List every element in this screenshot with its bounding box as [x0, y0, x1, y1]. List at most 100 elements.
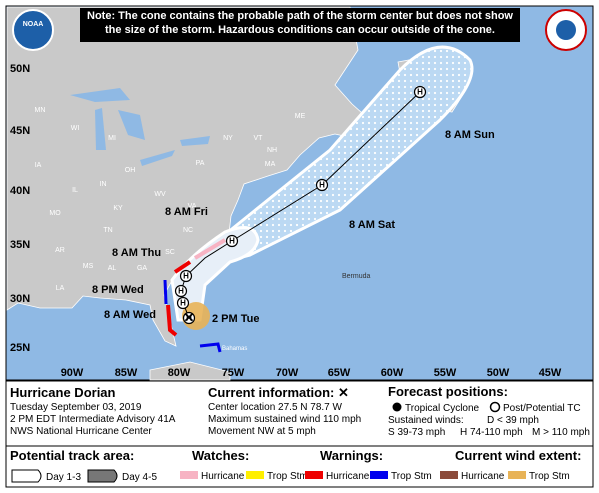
note-container: Note: The cone contains the probable pat… [87, 10, 513, 36]
state-label: NY [223, 135, 233, 142]
wind-m: M > 110 mph [532, 427, 590, 438]
lon-label: 60W [381, 367, 404, 379]
hurricane-warning [166, 304, 178, 337]
lon-label: 65W [328, 367, 351, 379]
forecast-point [182, 311, 196, 325]
state-label: MN [35, 107, 46, 114]
track-title: Potential track area: [10, 448, 134, 463]
forecast-point [174, 284, 188, 298]
forecast-letter: H [319, 181, 325, 190]
state-label: KY [113, 205, 123, 212]
lon-label: 85W [115, 367, 138, 379]
lon-label: 75W [222, 367, 245, 379]
current-movement: Movement NW at 5 mph [208, 426, 316, 437]
forecast-letter: H [183, 272, 189, 281]
extent-title: Current wind extent: [455, 448, 581, 463]
ts-extent-label: Trop Stm [529, 471, 570, 482]
ts-watch-swatch [246, 471, 264, 479]
state-label: NH [267, 147, 277, 154]
forecast-letter: H [417, 88, 423, 97]
wind-d: D < 39 mph [487, 415, 539, 426]
lake-huron [118, 110, 145, 140]
post-label: Post/Potential TC [503, 403, 581, 414]
day13-swatch [11, 469, 42, 483]
state-label: ME [295, 113, 306, 120]
forecast-letter: H [186, 314, 192, 323]
lat-label: 35N [10, 239, 30, 251]
lat-label: 45N [10, 125, 30, 137]
state-label: WV [154, 191, 166, 198]
note: Note: The cone contains the probable pat… [87, 10, 513, 36]
hurricane-warning-label: Hurricane [326, 471, 370, 482]
state-label: IA [35, 162, 42, 169]
forecast-label: 8 AM Fri [165, 206, 208, 218]
lon-label: 90W [61, 367, 84, 379]
day45-label: Day 4-5 [122, 472, 157, 483]
legend: Hurricane Dorian Tuesday September 03, 2… [5, 380, 594, 488]
lat-label: 25N [10, 342, 30, 354]
legend-box [5, 380, 594, 488]
tropical-label: Tropical Cyclone [405, 403, 480, 414]
state-label: AL [108, 265, 117, 272]
place-label: Bermuda [342, 273, 371, 280]
state-label: SC [165, 249, 175, 256]
agency: NWS National Hurricane Center [10, 426, 152, 437]
state-label: OH [125, 167, 136, 174]
ts-warning-swatch [370, 471, 388, 479]
state-label: IN [100, 181, 107, 188]
note-box [80, 8, 520, 42]
forecast-label: 8 PM Wed [92, 284, 144, 296]
state-label: PA [196, 160, 205, 167]
current-wind: Maximum sustained wind 110 mph [208, 414, 361, 425]
noaa-logo [12, 9, 54, 51]
lake-michigan [95, 108, 106, 150]
wind-s: S 39-73 mph [388, 427, 445, 438]
hurricane-watch-label: Hurricane [201, 471, 245, 482]
cone-day-1-3 [170, 226, 260, 322]
watches-title: Watches: [192, 448, 249, 463]
state-label: IL [72, 187, 78, 194]
lon-label: 55W [434, 367, 457, 379]
forecast-point [179, 269, 193, 283]
forecast-label: 2 PM Tue [212, 313, 259, 325]
ts-warning [163, 279, 168, 305]
state-label: GA [137, 265, 147, 272]
current-location: Center location 27.5 N 78.7 W [208, 402, 343, 413]
current-position: ✕ [184, 310, 195, 325]
forecast-point [176, 296, 190, 310]
hurricane-warning-ga [173, 260, 192, 274]
place-label: Bahamas [222, 346, 247, 352]
labels: 50N 45N 40N 35N 30N 25N 90W 85W 80W 75W 70W 65W 60W 5… [10, 63, 562, 379]
warnings-title: Warnings: [320, 448, 383, 463]
state-label: AR [55, 247, 65, 254]
date: Tuesday September 03, 2019 [10, 402, 142, 413]
post-symbol [489, 401, 501, 413]
state-label: MI [108, 135, 116, 142]
state-label: TN [103, 227, 112, 234]
hurricane-extent-label: Hurricane [461, 471, 505, 482]
forecast-point [413, 85, 427, 99]
lat-label: 40N [10, 185, 30, 197]
ts-watch-label: Trop Stm [267, 471, 308, 482]
forecast-label: 8 AM Thu [112, 247, 161, 259]
state-label: VA [188, 203, 197, 210]
bahamas-warning [199, 342, 222, 353]
lake-ontario [180, 136, 210, 146]
hurricane-watch [193, 238, 227, 260]
winds-title: Sustained winds: [388, 415, 464, 426]
day13-label: Day 1-3 [46, 472, 81, 483]
state-label: NC [183, 227, 193, 234]
lat-label: 30N [10, 293, 30, 305]
forecast-title: Forecast positions: [388, 384, 508, 399]
forecast-letter: H [180, 299, 186, 308]
state-label: LA [56, 285, 65, 292]
day45-swatch [87, 469, 118, 483]
forecast-point [225, 234, 239, 248]
current-title: Current information: ✕ [208, 385, 349, 400]
forecast-label: 8 AM Sat [349, 219, 395, 231]
ts-extent-swatch [508, 471, 526, 479]
forecast-point [315, 178, 329, 192]
